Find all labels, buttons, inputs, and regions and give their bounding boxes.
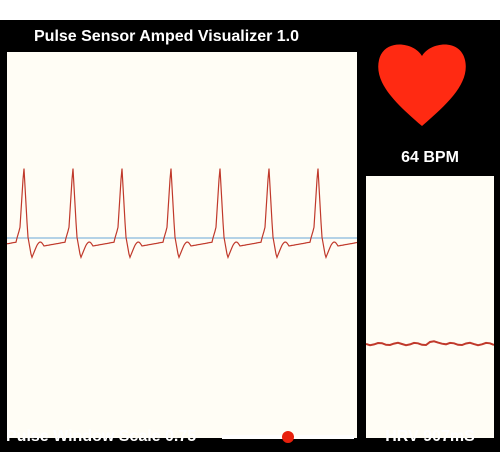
slider-handle[interactable] xyxy=(282,431,294,443)
hrv-trace xyxy=(366,340,494,347)
bpm-readout: 64 BPM xyxy=(401,149,459,166)
pulse-waveform xyxy=(7,168,357,260)
hrv-readout: HRV 907mS xyxy=(385,428,475,445)
pulse-window xyxy=(7,52,357,438)
hrv-window xyxy=(366,176,494,438)
hrv-plot xyxy=(366,340,494,347)
pulse-window-scale-label: Pulse Window Scale 0.75 xyxy=(6,428,197,445)
pulse-window-scale-slider[interactable] xyxy=(222,431,354,443)
heart-icon xyxy=(378,44,466,126)
pulse-waveform-plot xyxy=(7,168,357,260)
visualizer-window: Pulse Sensor Amped Visualizer 1.0 64 BPM… xyxy=(0,20,500,452)
app-title: Pulse Sensor Amped Visualizer 1.0 xyxy=(34,28,299,45)
